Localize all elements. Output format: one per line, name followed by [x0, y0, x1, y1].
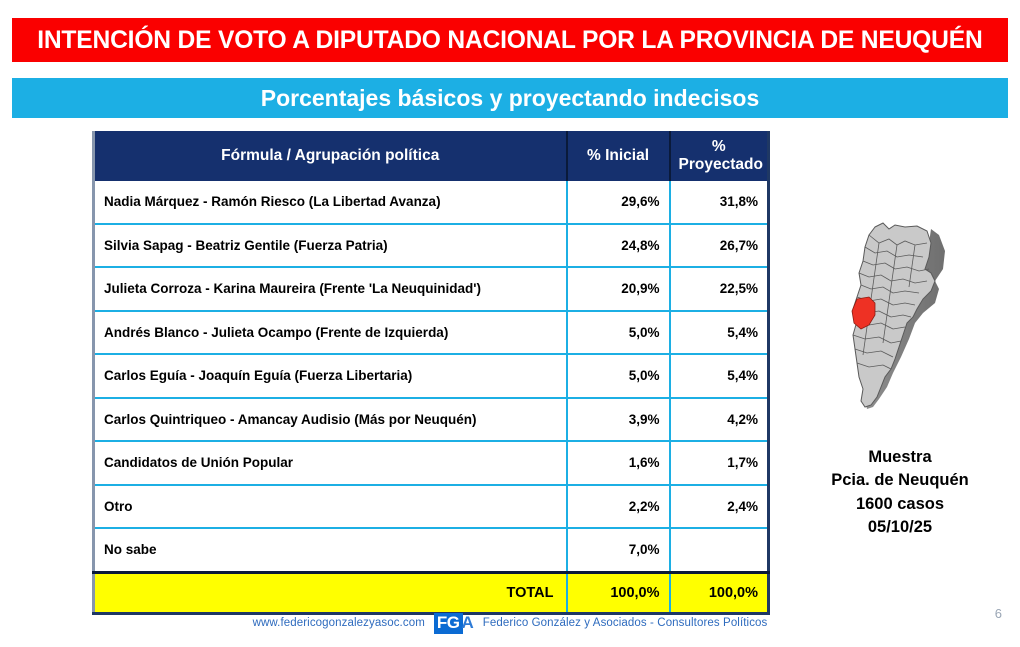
row-proyectado: 2,4% — [669, 484, 769, 529]
table-row: Carlos Eguía - Joaquín Eguía (Fuerza Lib… — [93, 354, 769, 399]
main-title-banner: INTENCIÓN DE VOTO A DIPUTADO NACIONAL PO… — [12, 18, 1008, 62]
table-header: Fórmula / Agrupación política % Inicial … — [93, 131, 769, 181]
table-row: Carlos Quintriqueo - Amancay Audisio (Má… — [93, 397, 769, 442]
row-label: Andrés Blanco - Julieta Ocampo (Frente d… — [93, 310, 568, 355]
row-label: Carlos Eguía - Joaquín Eguía (Fuerza Lib… — [93, 354, 568, 399]
row-inicial: 7,0% — [566, 528, 671, 574]
page-title: INTENCIÓN DE VOTO A DIPUTADO NACIONAL PO… — [37, 25, 983, 54]
row-proyectado: 22,5% — [669, 267, 769, 312]
sample-line-4: 05/10/25 — [867, 518, 933, 537]
column-header-proyectado-line2: Proyectado — [678, 156, 763, 173]
row-label: Silvia Sapag - Beatriz Gentile (Fuerza P… — [93, 223, 568, 268]
row-label: Candidatos de Unión Popular — [93, 441, 568, 486]
row-label: Carlos Quintriqueo - Amancay Audisio (Má… — [93, 397, 568, 442]
row-proyectado: 5,4% — [669, 310, 769, 355]
table-row: Candidatos de Unión Popular 1,6% 1,7% — [93, 441, 769, 486]
column-header-inicial: % Inicial — [566, 131, 671, 181]
page-number: 6 — [994, 606, 1002, 621]
results-table-container: Fórmula / Agrupación política % Inicial … — [92, 131, 770, 615]
row-label: Otro — [93, 484, 568, 529]
fga-logo-fg: FG — [433, 612, 463, 634]
row-inicial: 20,9% — [566, 267, 671, 312]
column-header-proyectado-line1: % — [711, 138, 726, 156]
row-inicial: 5,0% — [566, 310, 671, 355]
row-proyectado — [669, 528, 769, 574]
fga-logo-a: A — [461, 613, 474, 632]
fga-logo: FG A — [433, 612, 474, 634]
table-body: Nadia Márquez - Ramón Riesco (La Liberta… — [93, 181, 769, 615]
sample-line-2: Pcia. de Neuquén — [831, 471, 969, 490]
row-proyectado: 5,4% — [669, 354, 769, 399]
table-row: Nadia Márquez - Ramón Riesco (La Liberta… — [93, 181, 769, 225]
sample-info-panel: Muestra Pcia. de Neuquén 1600 casos 05/1… — [800, 212, 1000, 540]
row-label: No sabe — [93, 528, 568, 574]
total-inicial: 100,0% — [566, 572, 671, 615]
page-subtitle: Porcentajes básicos y proyectando indeci… — [260, 84, 760, 111]
argentina-map-icon — [851, 222, 945, 409]
row-inicial: 2,2% — [566, 484, 671, 529]
table-header-row: Fórmula / Agrupación política % Inicial … — [93, 131, 769, 181]
total-label: TOTAL — [93, 572, 568, 615]
subtitle-banner: Porcentajes básicos y proyectando indeci… — [12, 78, 1008, 118]
row-inicial: 1,6% — [566, 441, 671, 486]
table-row: No sabe 7,0% — [93, 528, 769, 574]
map-holder — [800, 212, 1000, 422]
row-label: Nadia Márquez - Ramón Riesco (La Liberta… — [93, 181, 568, 225]
table-row: Julieta Corroza - Karina Maureira (Frent… — [93, 267, 769, 312]
column-header-proyectado: % Proyectado — [669, 131, 769, 181]
footer-website-link[interactable]: www.federicogonzalezyasoc.com — [252, 617, 425, 629]
table-row: Otro 2,2% 2,4% — [93, 484, 769, 529]
row-proyectado: 31,8% — [669, 181, 769, 225]
sample-line-3: 1600 casos — [855, 494, 945, 513]
row-proyectado: 26,7% — [669, 223, 769, 268]
sample-line-1: Muestra — [868, 448, 932, 466]
row-inicial: 3,9% — [566, 397, 671, 442]
row-inicial: 24,8% — [566, 223, 671, 268]
total-proyectado: 100,0% — [669, 572, 769, 615]
row-proyectado: 1,7% — [669, 441, 769, 486]
table-row: Silvia Sapag - Beatriz Gentile (Fuerza P… — [93, 223, 769, 268]
poll-results-table: Fórmula / Agrupación política % Inicial … — [92, 131, 770, 615]
table-row: Andrés Blanco - Julieta Ocampo (Frente d… — [93, 310, 769, 355]
column-header-formula: Fórmula / Agrupación política — [93, 131, 568, 181]
neuquen-province-highlight — [851, 296, 876, 330]
row-inicial: 5,0% — [566, 354, 671, 399]
table-total-row: TOTAL 100,0% 100,0% — [93, 572, 769, 615]
footer-company-name: Federico González y Asociados - Consulto… — [482, 617, 768, 629]
row-proyectado: 4,2% — [669, 397, 769, 442]
row-label: Julieta Corroza - Karina Maureira (Frent… — [93, 267, 568, 312]
row-inicial: 29,6% — [566, 181, 671, 225]
footer: www.federicogonzalezyasoc.com FG A Federi… — [0, 612, 1020, 634]
sample-description: Muestra Pcia. de Neuquén 1600 casos 05/1… — [800, 446, 1000, 540]
